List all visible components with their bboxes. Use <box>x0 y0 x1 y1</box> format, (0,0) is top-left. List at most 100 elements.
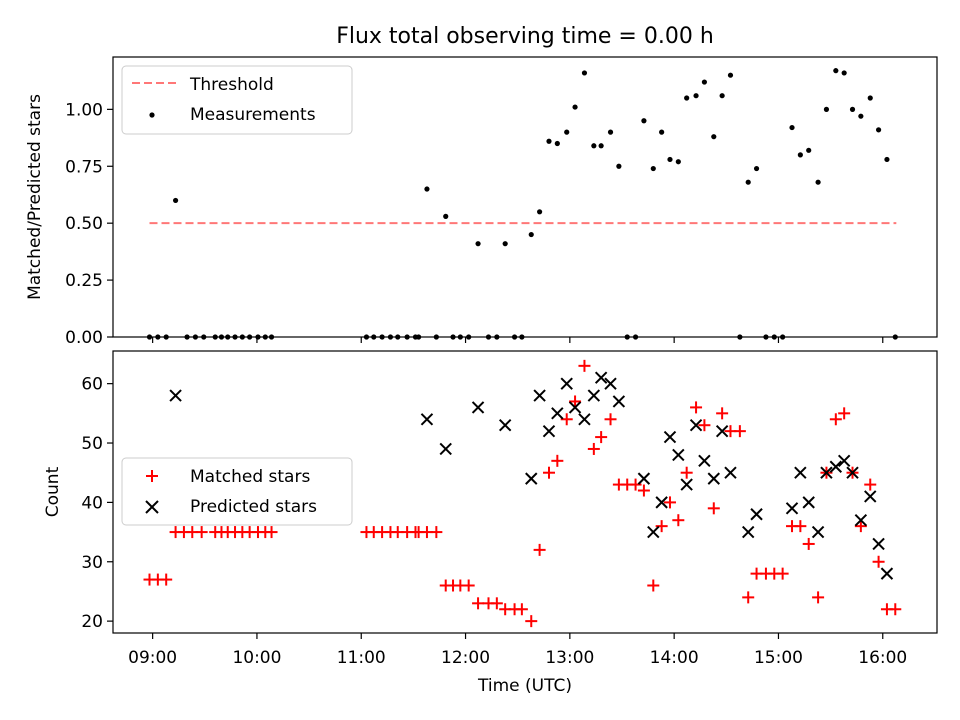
predicted-star-point <box>587 389 601 402</box>
measurement-point <box>823 106 830 112</box>
measurement-point <box>693 93 699 99</box>
x-tick-label: 14:00 <box>650 648 699 668</box>
predicted-star-point <box>707 472 720 485</box>
predicted-star-point <box>542 424 556 438</box>
matched-star-point <box>629 478 642 491</box>
predicted-star-point <box>169 389 182 402</box>
predicted-star-point <box>612 395 626 408</box>
measurement-point <box>789 124 795 131</box>
ratio-legend: Threshold Measurements <box>121 65 353 135</box>
measurement-point <box>616 163 622 169</box>
matched-star-point <box>854 520 867 533</box>
measurement-point <box>591 143 597 149</box>
matched-star-point <box>872 555 885 568</box>
measurement-point <box>379 334 385 340</box>
matched-star-point <box>525 615 538 628</box>
measurement-point <box>404 334 410 340</box>
matched-star-point <box>794 520 807 533</box>
matched-star-point <box>515 603 528 616</box>
count-legend-box <box>121 457 353 526</box>
predicted-star-point <box>637 472 651 485</box>
ratio-panel-frame <box>112 56 938 338</box>
predicted-star-point <box>578 413 591 426</box>
measurement-point <box>632 334 639 340</box>
measurement-point <box>554 140 560 147</box>
measurement-point <box>255 334 261 340</box>
predicted-star-point <box>663 430 677 444</box>
matched-star-point <box>838 407 851 420</box>
predicted-star-point <box>655 496 668 509</box>
legend-measurements-label: Measurements <box>190 105 316 125</box>
legend-measurements-swatch <box>149 112 155 118</box>
measurement-point <box>519 334 525 340</box>
ratio-y-tick-label: 1.00 <box>65 100 103 120</box>
measurement-point <box>598 143 604 149</box>
measurement-point <box>892 334 898 340</box>
measurement-point <box>146 334 153 340</box>
matched-star-point <box>551 454 564 467</box>
legend-predicted-label: Predicted stars <box>190 497 317 517</box>
matched-star-point <box>472 597 485 610</box>
measurement-point <box>701 79 708 85</box>
predicted-star-point <box>560 377 573 390</box>
measurement-point <box>833 68 839 74</box>
predicted-star-point <box>439 442 452 456</box>
matched-star-point <box>680 466 693 479</box>
count-y-tick-label: 60 <box>81 375 103 395</box>
x-tick-label: 13:00 <box>545 648 594 668</box>
ratio-y-tick-label: 0.50 <box>65 214 103 234</box>
measurement-point <box>416 334 422 340</box>
count-y-axis-label: Count <box>43 466 63 517</box>
measurement-point <box>184 334 190 340</box>
measurement-point <box>537 209 543 215</box>
ratio-y-tick-label: 0.00 <box>65 328 103 348</box>
measurement-point <box>192 334 198 340</box>
measurement-point <box>727 72 734 78</box>
measurement-point <box>225 334 231 340</box>
count-plot-area <box>143 359 902 628</box>
predicted-star-point <box>864 490 877 503</box>
measurement-point <box>443 213 449 219</box>
measurement-point <box>763 334 769 340</box>
measurement-point <box>780 334 786 340</box>
measurement-point <box>485 334 492 340</box>
predicted-star-point <box>698 454 711 468</box>
measurement-point <box>841 70 847 76</box>
measurement-point <box>262 334 268 340</box>
measurement-point <box>528 231 534 238</box>
measurement-point <box>711 134 717 140</box>
matched-star-point <box>569 395 582 408</box>
measurement-point <box>511 334 518 340</box>
predicted-star-point <box>594 371 608 384</box>
measurement-point <box>719 93 725 99</box>
predicted-star-point <box>525 472 538 485</box>
predicted-star-point <box>551 407 564 420</box>
predicted-star-point <box>533 389 546 402</box>
measurement-point <box>815 179 821 185</box>
measurement-point <box>502 241 508 247</box>
matched-star-point <box>265 526 278 539</box>
legend-matched-swatch <box>146 470 158 482</box>
matched-star-point <box>560 413 573 426</box>
measurement-point <box>218 334 225 340</box>
measurement-point <box>395 334 401 340</box>
ratio-x-axis-ticks <box>152 337 884 343</box>
measurement-point <box>466 334 472 340</box>
predicted-star-point <box>420 413 434 426</box>
measurement-point <box>201 334 207 340</box>
predicted-star-point <box>802 496 815 509</box>
matched-star-point <box>578 359 591 372</box>
measurement-point <box>212 334 218 340</box>
matched-star-point <box>707 502 720 515</box>
predicted-star-point <box>471 401 485 414</box>
measurement-point <box>172 197 179 204</box>
matched-star-point <box>195 526 208 539</box>
ratio-y-tick-label: 0.25 <box>65 271 103 291</box>
matched-star-point <box>864 478 877 491</box>
measurement-point <box>737 334 743 340</box>
count-panel: 20 30 40 50 60 09:00 10:00 11:00 12:00 13:00 14:0… <box>43 350 938 668</box>
predicted-star-point <box>724 466 737 479</box>
count-x-axis-ticks: 09:00 10:00 11:00 12:00 13:00 14:00 15:00 16:00 <box>128 633 907 668</box>
predicted-star-point <box>689 419 703 432</box>
